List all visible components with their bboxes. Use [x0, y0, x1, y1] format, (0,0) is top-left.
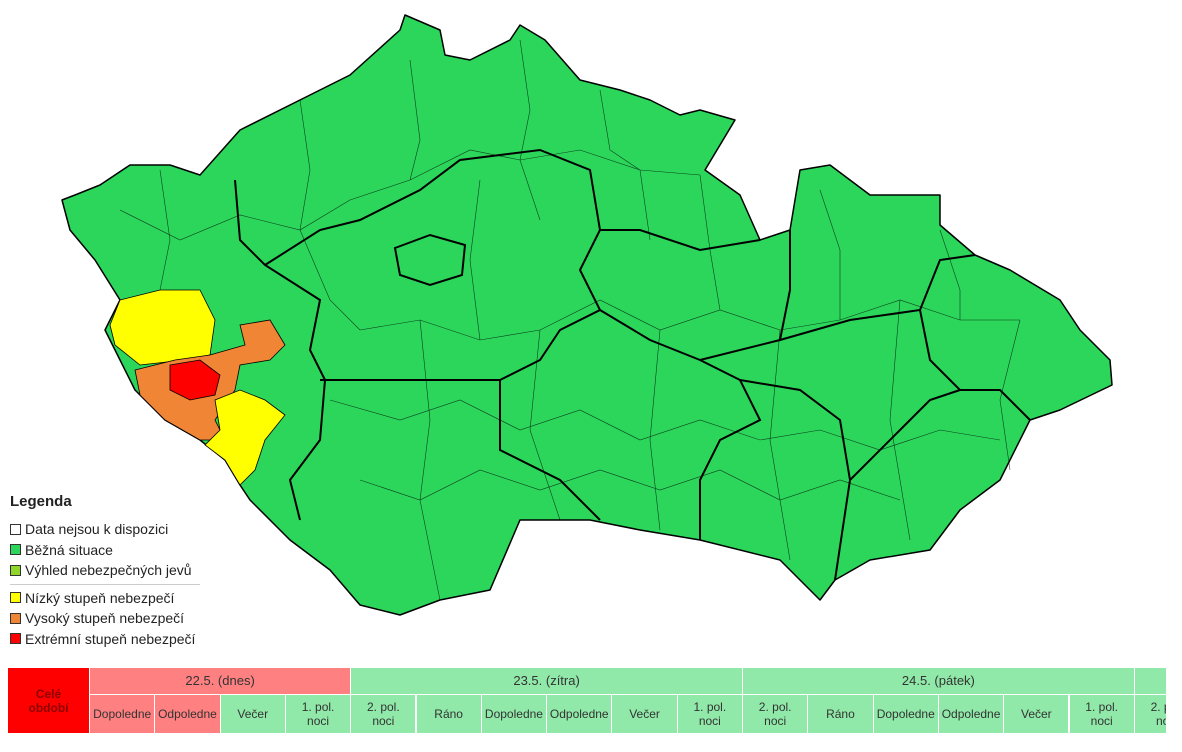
warning-area	[204, 389, 286, 486]
region-borders	[234, 148, 1031, 581]
period-cell[interactable]: 1. pol. noci	[677, 695, 743, 734]
corner-cell[interactable]: Celé období	[8, 668, 90, 734]
legend-label: Extrémní stupeň nebezpečí	[25, 630, 196, 647]
period-cell[interactable]: Dopoledne	[481, 695, 548, 734]
map	[61, 14, 1113, 616]
country-outline	[61, 14, 1113, 616]
period-cell[interactable]: 1. pol. noci	[1069, 695, 1135, 734]
legend-title: Legenda	[10, 493, 72, 510]
legend-item: Výhled nebezpečných jevů	[10, 560, 200, 581]
period-cell[interactable]: Ráno	[808, 695, 874, 734]
legend-swatch	[10, 544, 21, 556]
legend-swatch	[10, 633, 21, 645]
legend-item: Vysoký stupeň nebezpečí	[10, 608, 200, 629]
period-cell[interactable]: Večer	[612, 695, 678, 734]
period-cell[interactable]: Večer	[220, 695, 286, 734]
legend-item: Extrémní stupeň nebezpečí	[10, 629, 200, 650]
country	[61, 14, 1113, 616]
period-cell[interactable]: 1. pol. noci	[285, 695, 352, 734]
legend-item: Nízký stupeň nebezpečí	[10, 588, 200, 609]
legend-item: Data nejsou k dispozici	[10, 519, 200, 540]
legend-label: Výhled nebezpečných jevů	[25, 562, 192, 579]
district-borders	[119, 39, 1021, 601]
period-cell[interactable]: Dopoledne	[90, 695, 156, 734]
legend-item: Běžná situace	[10, 540, 200, 561]
legend-swatch	[10, 564, 21, 576]
legend-swatch	[10, 612, 21, 624]
day-header[interactable]	[1134, 668, 1166, 695]
legend-separator	[10, 583, 200, 585]
legend-swatch	[10, 592, 21, 604]
period-cell[interactable]: Odpoledne	[547, 695, 613, 734]
period-cell[interactable]: 2. pol. noci	[743, 695, 809, 734]
period-cell[interactable]: 2. pol. noci	[1134, 695, 1166, 734]
legend-label: Nízký stupeň nebezpečí	[25, 589, 175, 606]
legend: Legenda Data nejsou k dispozici Běžná sit…	[10, 493, 200, 649]
legend-label: Data nejsou k dispozici	[25, 521, 169, 538]
legend-swatch	[10, 523, 21, 535]
timeline: Celé období 22.5. (dnes) Dopoledne Odpoledn…	[8, 668, 1166, 734]
day-header[interactable]: 22.5. (dnes)	[90, 668, 352, 695]
warning-area	[109, 289, 216, 366]
legend-items: Data nejsou k dispozici Běžná situace Výhl…	[10, 519, 200, 649]
day-header[interactable]: 24.5. (pátek)	[743, 668, 1135, 695]
warning-area	[169, 359, 221, 401]
period-cell[interactable]: 2. pol. noci	[351, 695, 417, 734]
period-cell[interactable]: Večer	[1004, 695, 1070, 734]
period-cell[interactable]: Odpoledne	[155, 695, 221, 734]
legend-label: Vysoký stupeň nebezpečí	[25, 610, 185, 627]
period-cell[interactable]: Odpoledne	[938, 695, 1005, 734]
warning-areas	[109, 289, 286, 486]
period-cell[interactable]: Ráno	[416, 695, 482, 734]
period-cell[interactable]: Dopoledne	[873, 695, 939, 734]
legend-label: Běžná situace	[25, 541, 113, 558]
day-header[interactable]: 23.5. (zítra)	[351, 668, 743, 695]
